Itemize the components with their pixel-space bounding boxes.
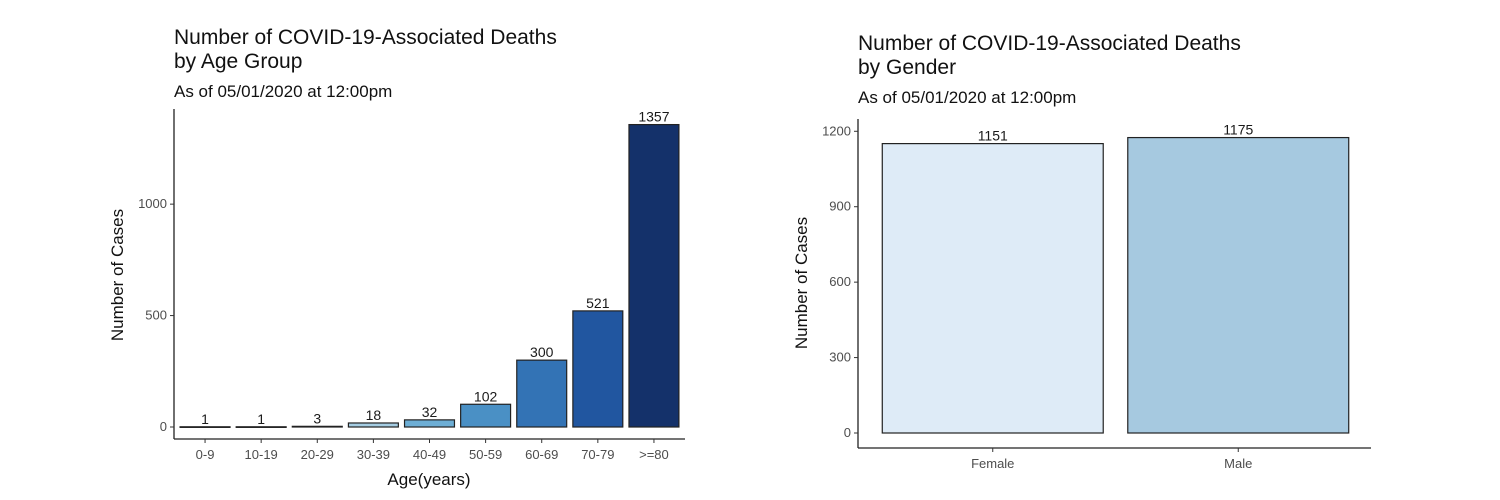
x-tick-label: >=80: [639, 447, 669, 462]
y-tick-label: 1000: [138, 196, 167, 211]
age-group-chart-panel: Number of COVID-19-Associated Deaths by …: [108, 26, 685, 489]
bar: [291, 425, 343, 428]
bar-value-label: 1: [201, 411, 209, 427]
bar: [460, 403, 512, 428]
y-tick-label: 900: [829, 199, 851, 214]
bar: [628, 123, 680, 428]
chart-title-line-2: by Age Group: [174, 50, 303, 73]
bar-value-label: 300: [530, 344, 554, 360]
y-axis-label: Number of Cases: [108, 209, 127, 341]
chart-subtitle: As of 05/01/2020 at 12:00pm: [174, 82, 393, 101]
bar-value-label: 1175: [1223, 122, 1253, 138]
bar: [881, 143, 1104, 434]
bar-value-label: 18: [366, 407, 382, 423]
x-tick-label: 40-49: [413, 447, 446, 462]
chart-title: Number of COVID-19-Associated Deaths by …: [174, 26, 557, 74]
bar-value-label: 1357: [638, 109, 669, 125]
bar: [516, 359, 568, 428]
chart-title-line-1: Number of COVID-19-Associated Deaths: [858, 32, 1241, 55]
bar: [235, 426, 287, 428]
chart-title-line-2: by Gender: [858, 56, 957, 79]
y-tick-label: 0: [160, 419, 167, 434]
chart-subtitle: As of 05/01/2020 at 12:00pm: [858, 88, 1077, 107]
gender-chart-panel: Number of COVID-19-Associated Deaths by …: [760, 0, 1500, 500]
bar-value-label: 32: [422, 404, 438, 420]
y-tick-label: 1200: [822, 123, 851, 138]
bar: [403, 419, 456, 428]
x-tick-label: 60-69: [525, 447, 558, 462]
bar-value-label: 1: [257, 411, 265, 427]
x-tick-label: 30-39: [357, 447, 390, 462]
x-axis-label: Age(years): [387, 470, 470, 489]
x-tick-label: Female: [971, 456, 1014, 471]
x-tick-label: Male: [1224, 456, 1252, 471]
chart-title-line-1: Number of COVID-19-Associated Deaths: [174, 26, 557, 49]
x-tick-label: 0-9: [196, 447, 215, 462]
y-axis-label: Number of Cases: [792, 217, 811, 349]
bar: [347, 422, 399, 428]
x-tick-label: 70-79: [581, 447, 614, 462]
bar-value-label: 1151: [978, 128, 1008, 144]
y-tick-label: 600: [829, 274, 851, 289]
x-tick-label: 20-29: [301, 447, 334, 462]
bar: [572, 310, 624, 428]
bar-value-label: 102: [474, 388, 498, 404]
x-tick-label: 50-59: [469, 447, 502, 462]
x-tick-label: 10-19: [245, 447, 278, 462]
y-tick-label: 500: [145, 308, 167, 323]
gender-bar-chart: 0 300 600 900 1200 1151 Female 1175 Male Number o…: [792, 119, 1371, 471]
bar: [1127, 136, 1350, 434]
bar-value-label: 3: [313, 410, 321, 426]
chart-title: Number of COVID-19-Associated Deaths by …: [858, 32, 1241, 80]
age-group-bar-chart: 0 500 1000 1 0-9 1 10-19 3 20-29 18 30-39 32 40-49 10…: [108, 109, 685, 489]
y-tick-label: 300: [829, 350, 851, 365]
bar: [179, 426, 231, 428]
y-tick-label: 0: [844, 425, 851, 440]
bar-value-label: 521: [586, 295, 610, 311]
